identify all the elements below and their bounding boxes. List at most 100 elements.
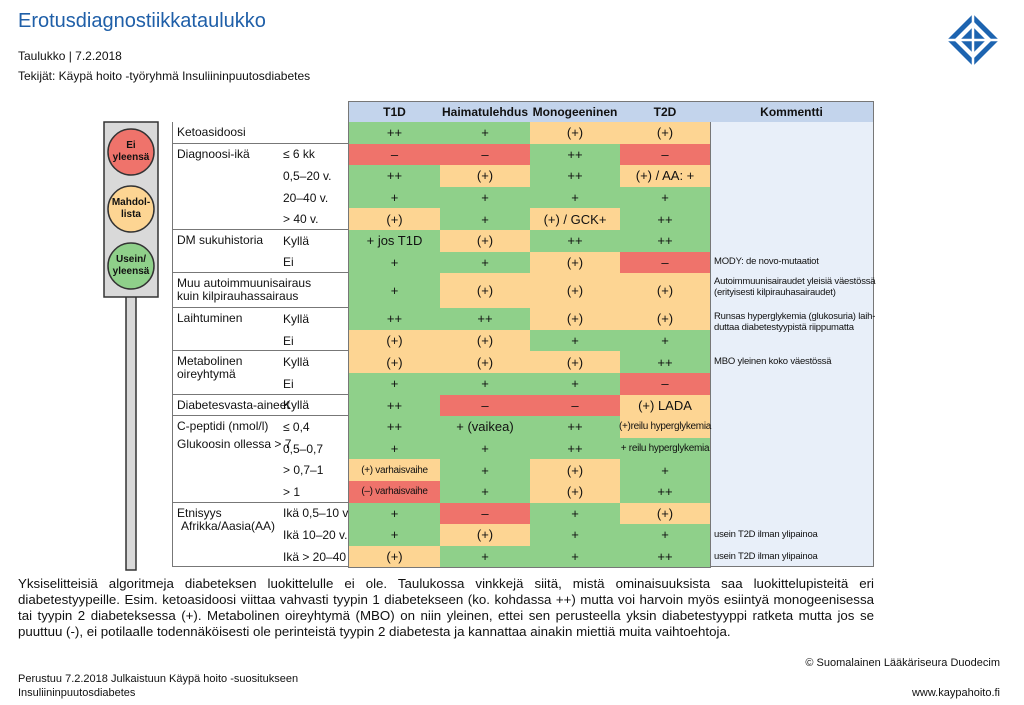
source-line: Insuliininpuutosdiabetes bbox=[18, 687, 136, 699]
cell: ++ bbox=[530, 437, 621, 461]
row-label: Ei bbox=[283, 333, 294, 348]
column-header: T2D bbox=[620, 101, 711, 123]
cell: (+) bbox=[440, 329, 531, 353]
cell: – bbox=[348, 143, 441, 167]
row-label: 20–40 v. bbox=[283, 190, 329, 205]
row-label: ≤ 6 kk bbox=[283, 147, 315, 162]
group-label: Muu autoimmuunisairaus bbox=[177, 276, 312, 291]
cell: + bbox=[620, 459, 711, 482]
cell: – bbox=[620, 143, 711, 167]
cell: ++ bbox=[620, 351, 711, 374]
column-header: T1D bbox=[348, 101, 441, 123]
group-label: Laihtuminen bbox=[177, 311, 243, 326]
row-label: ≤ 0,4 bbox=[283, 420, 310, 434]
group-label: Diagnoosi-ikä bbox=[177, 146, 250, 161]
legend-light bbox=[107, 128, 155, 176]
cell: + bbox=[440, 122, 531, 145]
comment: MBO yleinen koko väestössä bbox=[714, 356, 832, 368]
legend-label: yleensä bbox=[112, 266, 150, 277]
comment: usein T2D ilman ylipainoa bbox=[714, 529, 818, 540]
cell: (+) LADA bbox=[620, 394, 711, 418]
column-header: Haimatulehdus bbox=[440, 101, 531, 123]
row-label: Ikä 10–20 v. bbox=[283, 528, 348, 542]
note: Yksiselitteisiä algoritmeja diabeteksen … bbox=[18, 576, 874, 639]
cell: – bbox=[440, 502, 531, 526]
cell: (+) bbox=[348, 545, 441, 569]
traffic-light bbox=[103, 121, 159, 571]
comment: Runsas hyperglykemia (glukosuria) laih- bbox=[714, 311, 876, 323]
cell: – bbox=[620, 251, 711, 275]
cell: – bbox=[620, 373, 711, 396]
cell: (+) bbox=[530, 308, 621, 331]
cell: + (vaikea) bbox=[440, 416, 531, 439]
cell: ++ bbox=[530, 165, 621, 188]
cell: + bbox=[530, 524, 621, 547]
cell: – bbox=[530, 394, 621, 418]
cell: + bbox=[620, 329, 711, 353]
cell: (+) bbox=[530, 351, 621, 374]
comment: MODY: de novo-mutaatiot bbox=[714, 256, 819, 268]
title: Erotusdiagnostiikkataulukko bbox=[18, 10, 266, 32]
row-label: 0,5–0,7 bbox=[283, 441, 324, 456]
cell: + bbox=[440, 208, 531, 231]
group-label: oireyhtymä bbox=[177, 367, 236, 382]
cell: (+) varhaisvaihe bbox=[348, 459, 441, 482]
cell: ++ bbox=[348, 165, 441, 188]
comment-column bbox=[710, 122, 874, 568]
comment: Autoimmuunisairaudet yleisiä väestössä bbox=[714, 276, 876, 288]
cell: + jos T1D bbox=[348, 230, 441, 253]
row-label: 0,5–20 v. bbox=[283, 169, 332, 183]
group-label: Metabolinen bbox=[177, 354, 243, 369]
cell: (+) bbox=[620, 308, 711, 331]
legend-light bbox=[107, 185, 155, 233]
cell: (+)reilu hyperglykemia bbox=[619, 416, 711, 439]
source-line: Perustuu 7.2.2018 Julkaistuun Käypä hoit… bbox=[18, 673, 299, 685]
cell: + bbox=[530, 373, 621, 396]
group-label: Afrikka/Aasia(AA) bbox=[181, 518, 276, 533]
row-label: Kyllä bbox=[283, 398, 310, 413]
legend-label: Ei bbox=[126, 140, 136, 151]
cell: ++ bbox=[620, 230, 711, 253]
cell: + bbox=[440, 481, 531, 504]
cell: ++ bbox=[530, 143, 621, 167]
cell: + bbox=[620, 186, 711, 210]
row-label: Ei bbox=[283, 376, 294, 391]
cell: ++ bbox=[348, 416, 441, 439]
cell: ++ bbox=[440, 308, 531, 331]
cell: (+) bbox=[530, 273, 621, 310]
cell: ++ bbox=[348, 122, 441, 145]
cell: (+) bbox=[440, 524, 531, 547]
cell: (+) bbox=[620, 502, 711, 526]
cell: (+) bbox=[530, 481, 621, 504]
cell: + bbox=[440, 251, 531, 275]
url: www.kaypahoito.fi bbox=[911, 687, 1000, 699]
cell: (+) bbox=[530, 459, 621, 482]
cell: + bbox=[530, 545, 621, 569]
cell: ++ bbox=[348, 308, 441, 331]
legend-label: Mahdol- bbox=[111, 197, 151, 208]
label-group bbox=[172, 351, 348, 395]
cell: + bbox=[348, 437, 441, 461]
cell: + bbox=[348, 373, 441, 396]
label-group bbox=[172, 394, 348, 417]
authors: Tekijät: Käypä hoito -työryhmä Insuliini… bbox=[18, 69, 311, 83]
legend-label: Usein/ bbox=[115, 254, 146, 265]
label-group bbox=[172, 502, 348, 568]
cell: (+) bbox=[530, 251, 621, 275]
cell: + bbox=[440, 373, 531, 396]
cell: (+) bbox=[348, 329, 441, 353]
group-label: DM sukuhistoria bbox=[177, 233, 264, 247]
cell: ++ bbox=[530, 230, 621, 253]
cell: (+) / AA: + bbox=[620, 165, 711, 188]
column-header: Monogeeninen bbox=[530, 101, 621, 123]
legend-label: yleensä bbox=[112, 152, 150, 163]
cell: + bbox=[620, 524, 711, 547]
group-label: kuin kilpirauhassairaus bbox=[177, 289, 299, 304]
cell: – bbox=[440, 143, 531, 167]
cell: (+) bbox=[348, 208, 441, 231]
cell: (+) bbox=[620, 122, 711, 145]
label-group bbox=[172, 416, 348, 503]
label-group bbox=[172, 122, 348, 144]
label-group bbox=[172, 308, 348, 352]
cell: ++ bbox=[530, 416, 621, 439]
